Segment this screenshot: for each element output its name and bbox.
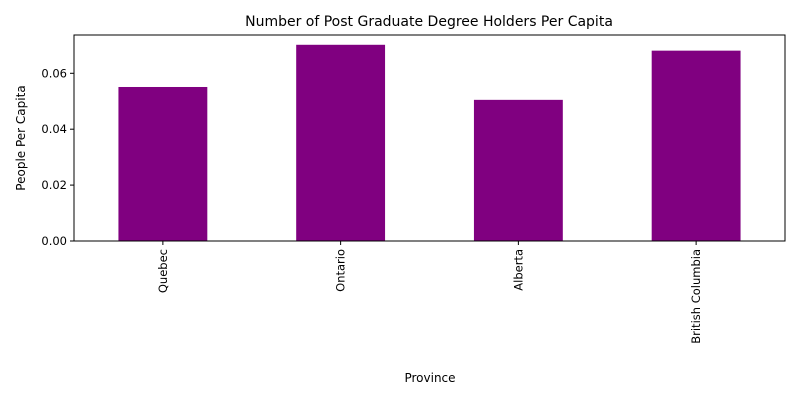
- x-tick-label: Ontario: [334, 249, 348, 292]
- plot-frame: [73, 34, 786, 242]
- y-tick-label: 0.00: [41, 234, 67, 248]
- bar-quebec: [118, 86, 208, 242]
- y-tick-label: 0.02: [41, 178, 67, 192]
- x-tick-label: British Columbia: [689, 249, 703, 344]
- bar-british-columbia: [651, 50, 741, 241]
- bars-group: [118, 44, 741, 242]
- y-axis: 0.00 0.02 0.04 0.06: [41, 66, 74, 248]
- x-tick-label: Quebec: [156, 249, 170, 293]
- x-tick-label: Alberta: [511, 249, 525, 291]
- x-axis-label: Province: [404, 371, 455, 385]
- y-tick-label: 0.06: [41, 66, 67, 80]
- y-axis-label: People Per Capita: [14, 85, 28, 190]
- bar-ontario: [296, 44, 386, 242]
- x-axis: Quebec Ontario Alberta British Columbia: [156, 241, 703, 344]
- y-tick-label: 0.04: [41, 122, 67, 136]
- chart-title: Number of Post Graduate Degree Holders P…: [245, 14, 613, 30]
- bar-alberta: [473, 99, 563, 241]
